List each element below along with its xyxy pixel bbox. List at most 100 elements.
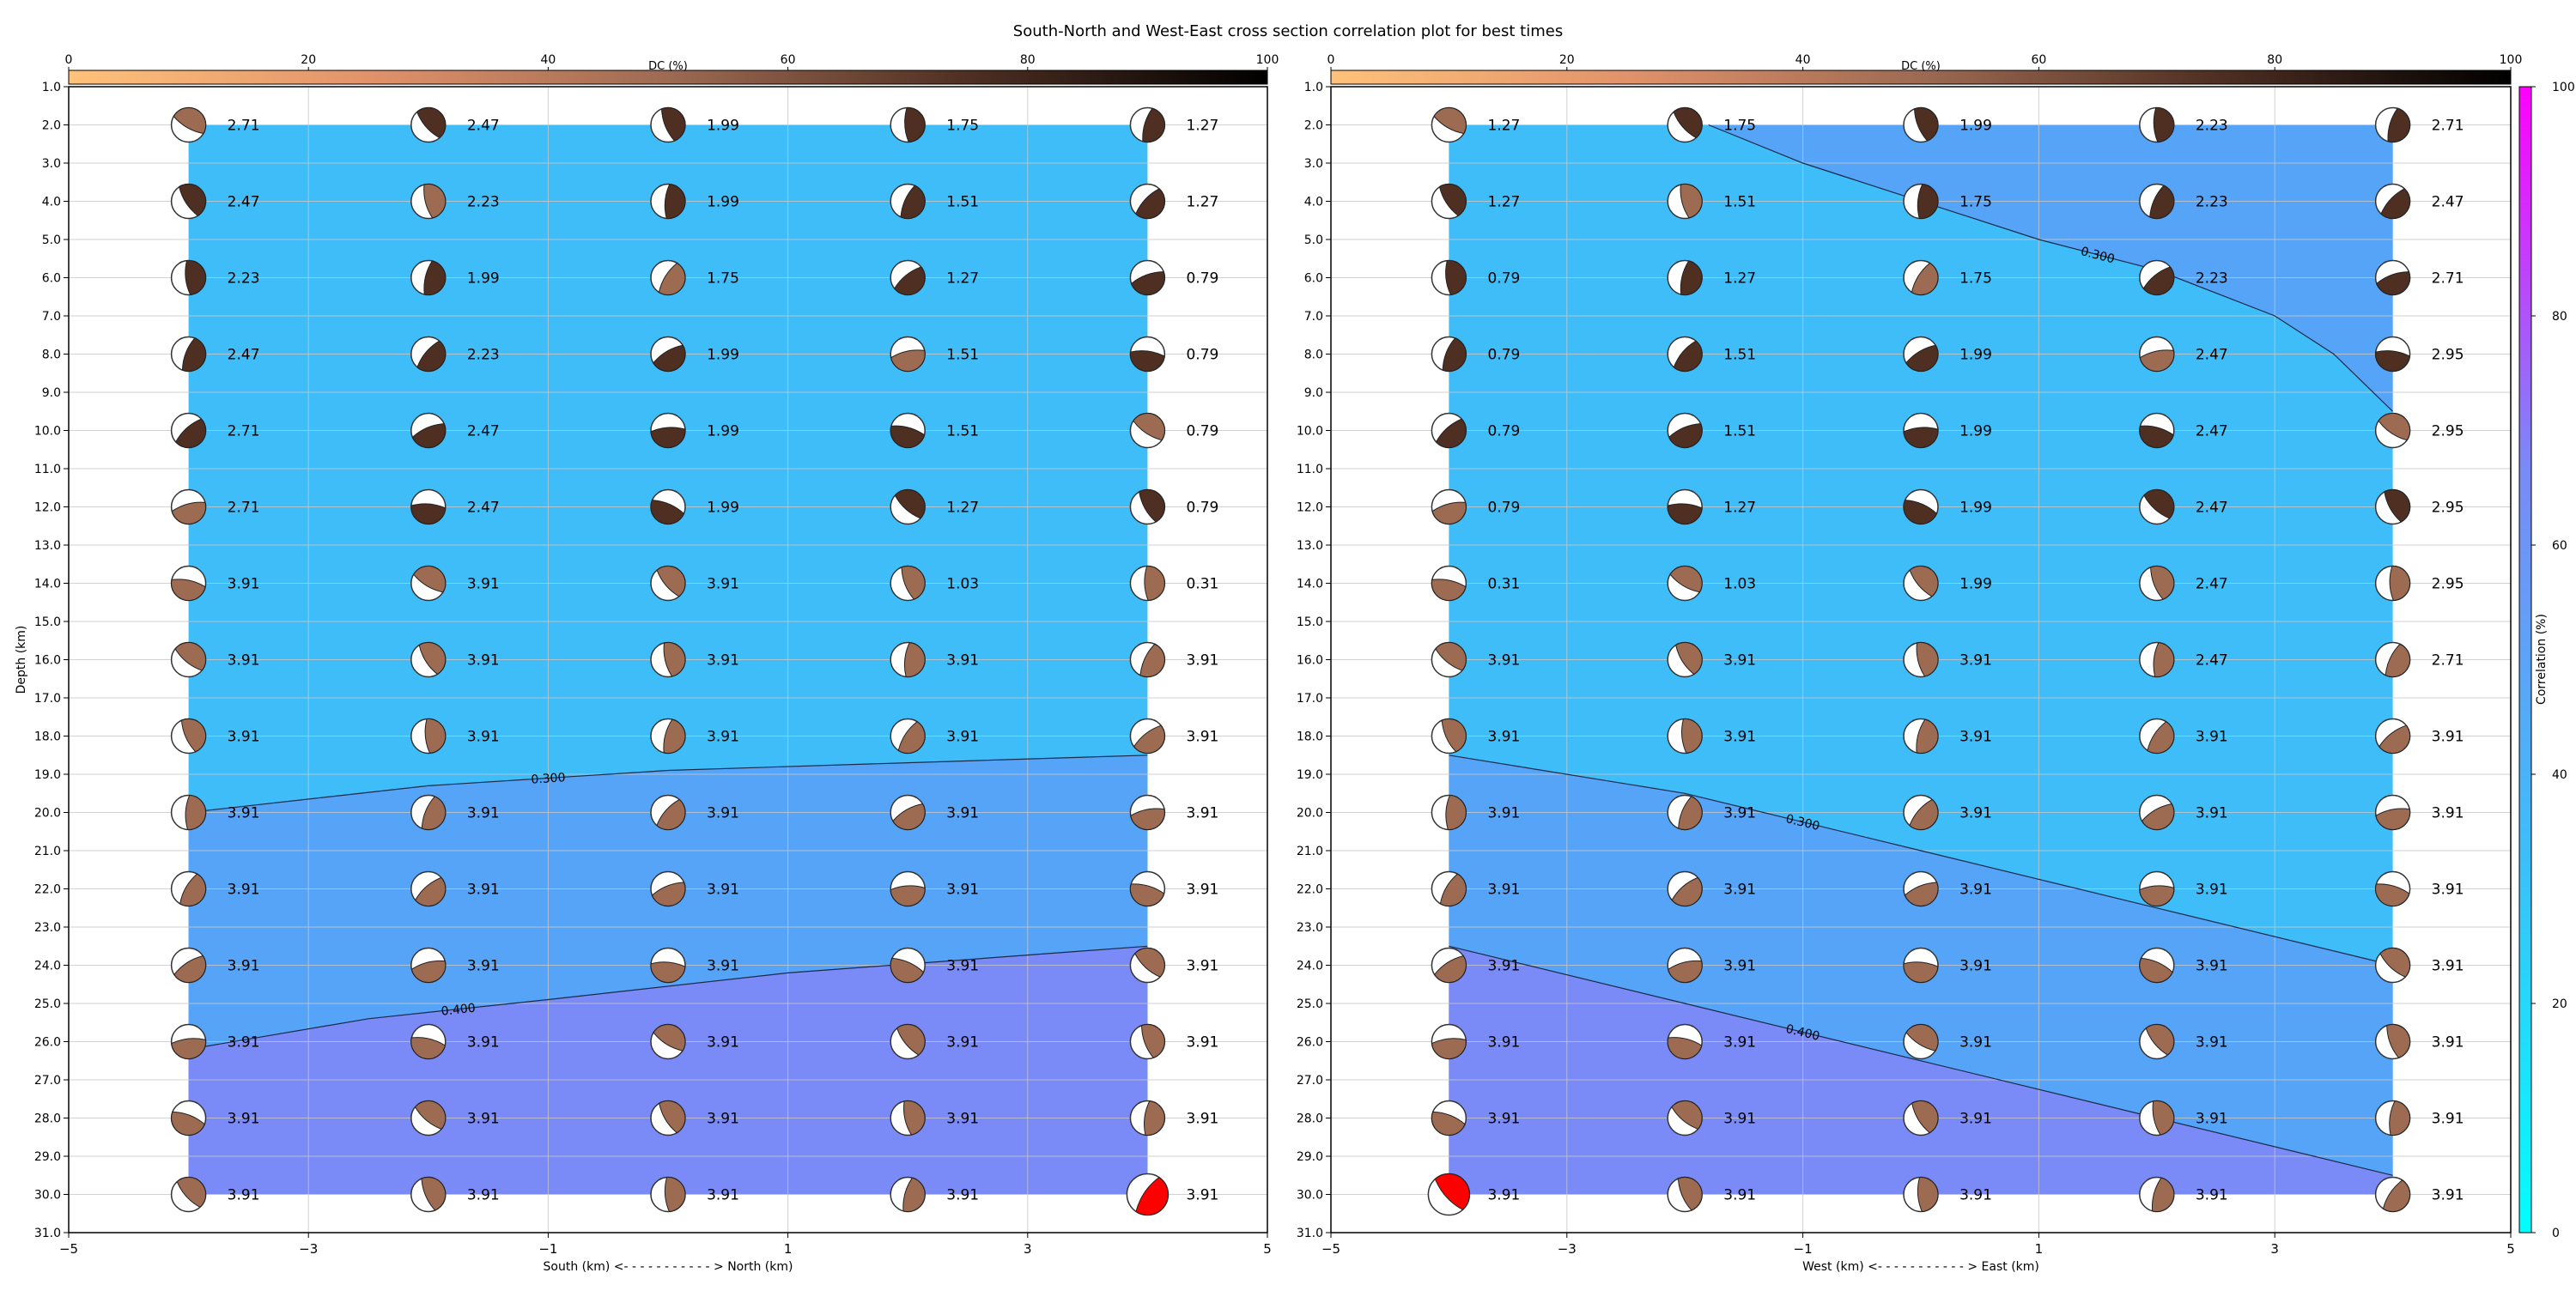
beachball bbox=[2139, 183, 2175, 220]
beachball-compression bbox=[1144, 566, 1165, 602]
beachball-compression bbox=[2379, 948, 2411, 978]
y-tick-label: 5.0 bbox=[1304, 233, 1323, 247]
time-label: 1.75 bbox=[707, 270, 739, 288]
x-tick-label: −3 bbox=[1558, 1241, 1577, 1257]
beachball-compression bbox=[1134, 948, 1165, 978]
beachball bbox=[410, 488, 447, 525]
time-label: 1.75 bbox=[1723, 118, 1756, 135]
beachball bbox=[410, 259, 447, 296]
time-label: 2.71 bbox=[228, 423, 260, 440]
beachball bbox=[2374, 106, 2411, 143]
beachball bbox=[1667, 183, 1703, 220]
beachball bbox=[1431, 794, 1467, 831]
beachball-compression bbox=[2147, 721, 2175, 754]
time-label: 2.71 bbox=[2432, 118, 2464, 135]
time-label: 1.99 bbox=[707, 347, 739, 364]
beachball-compression bbox=[663, 642, 686, 677]
y-tick-label: 30.0 bbox=[34, 1189, 61, 1203]
time-label: 3.91 bbox=[228, 958, 260, 975]
beachball bbox=[890, 870, 926, 907]
y-tick-label: 9.0 bbox=[1304, 386, 1323, 400]
beachball-compression bbox=[650, 427, 686, 448]
beachball-compression bbox=[2139, 349, 2175, 372]
beachball-compression bbox=[653, 344, 686, 372]
beachball-compression bbox=[2382, 1179, 2411, 1212]
beachball-compression bbox=[1671, 876, 1703, 906]
time-label: 3.91 bbox=[228, 1187, 260, 1204]
beachball-compression bbox=[2379, 724, 2411, 754]
time-label: 3.91 bbox=[2432, 729, 2464, 746]
time-label: 3.91 bbox=[1487, 805, 1520, 822]
time-label: 3.91 bbox=[1487, 1034, 1520, 1052]
time-label: 3.91 bbox=[707, 1187, 739, 1204]
time-label: 1.27 bbox=[1186, 118, 1218, 135]
time-label: 0.79 bbox=[1487, 423, 1520, 440]
beachball bbox=[1903, 412, 1939, 449]
beachball bbox=[890, 106, 926, 143]
time-label: 2.95 bbox=[2432, 347, 2464, 364]
beachball bbox=[1431, 565, 1467, 602]
time-label: 0.79 bbox=[1487, 270, 1520, 288]
beachball bbox=[2374, 1100, 2411, 1136]
beachball bbox=[170, 718, 207, 755]
y-tick-label: 27.0 bbox=[34, 1074, 61, 1088]
beachball bbox=[1431, 259, 1467, 296]
dc-colorbar-tick-label: 20 bbox=[301, 53, 316, 67]
beachball bbox=[2374, 1023, 2411, 1060]
time-label: 1.27 bbox=[946, 270, 979, 288]
beachball bbox=[1903, 565, 1939, 602]
beachball bbox=[170, 794, 207, 831]
beachball-compression bbox=[424, 718, 447, 754]
time-label: 3.91 bbox=[467, 1111, 500, 1128]
time-label: 3.91 bbox=[707, 1111, 739, 1128]
beachball bbox=[2374, 641, 2411, 678]
beachball-compression bbox=[173, 107, 207, 135]
beachball bbox=[1129, 1023, 1166, 1060]
beachball-compression bbox=[1139, 643, 1165, 677]
time-label: 1.99 bbox=[707, 423, 739, 440]
beachball bbox=[890, 183, 926, 220]
dc-colorbar-tick-label: 0 bbox=[1327, 53, 1335, 67]
beachball-compression bbox=[1667, 503, 1703, 524]
time-label: 0.79 bbox=[1186, 270, 1218, 288]
time-label: 3.91 bbox=[1723, 729, 1756, 746]
beachball bbox=[2374, 336, 2411, 373]
time-label: 3.91 bbox=[2432, 882, 2464, 899]
beachball-compression bbox=[1129, 350, 1165, 372]
beachball bbox=[890, 794, 926, 831]
dc-colorbar bbox=[1330, 70, 2512, 85]
beachball-compression bbox=[416, 107, 447, 139]
beachball bbox=[2139, 412, 2175, 449]
time-label: 2.23 bbox=[2196, 270, 2228, 288]
beachball bbox=[2374, 565, 2411, 602]
x-tick-label: −1 bbox=[1794, 1241, 1813, 1257]
beachball-compression bbox=[1434, 955, 1467, 983]
dc-colorbar-tick-label: 80 bbox=[1020, 53, 1036, 67]
beachball bbox=[2374, 412, 2411, 449]
time-label: 2.95 bbox=[2432, 423, 2464, 440]
time-label: 3.91 bbox=[946, 1187, 979, 1204]
beachball-compression bbox=[894, 489, 926, 519]
beachball bbox=[650, 565, 686, 602]
beachball bbox=[1903, 259, 1939, 296]
beachball-compression bbox=[413, 566, 447, 593]
beachball bbox=[1431, 870, 1467, 907]
time-label: 1.51 bbox=[1723, 423, 1756, 440]
beachball-compression bbox=[1144, 1100, 1165, 1136]
y-tick-label: 1.0 bbox=[42, 81, 61, 94]
y-tick-label: 8.0 bbox=[1304, 349, 1323, 362]
y-tick-label: 11.0 bbox=[34, 463, 61, 476]
time-label: 3.91 bbox=[1186, 805, 1218, 822]
time-label: 3.91 bbox=[2196, 1111, 2228, 1128]
y-tick-label: 6.0 bbox=[42, 272, 61, 286]
time-label: 2.23 bbox=[2196, 118, 2228, 135]
beachball-compression bbox=[658, 262, 686, 295]
beachball bbox=[2139, 488, 2175, 525]
time-label: 3.91 bbox=[1959, 805, 1992, 822]
time-label: 3.91 bbox=[2432, 1034, 2464, 1052]
corr-colorbar-tick-label: 80 bbox=[2552, 310, 2567, 324]
beachball-compression bbox=[2149, 185, 2175, 219]
beachball-compression bbox=[1916, 642, 1939, 677]
beachball-compression bbox=[660, 107, 686, 142]
